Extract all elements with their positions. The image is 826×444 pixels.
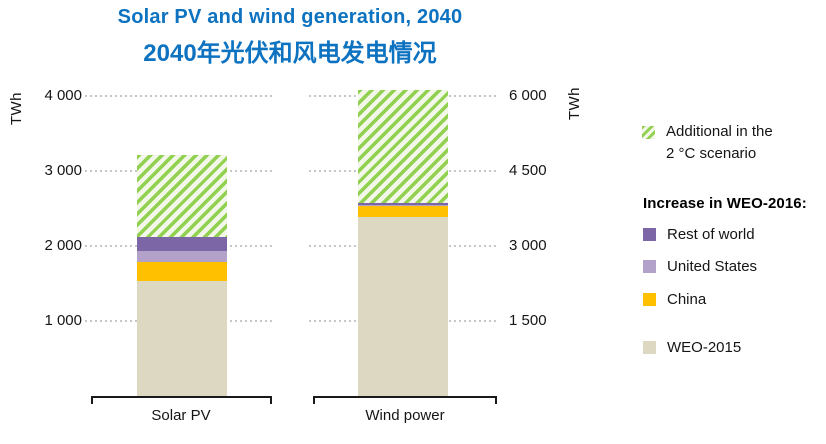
- solar-axis-bracket: [91, 396, 272, 404]
- category-label-wind-power: Wind power: [365, 407, 445, 424]
- wind-power-bar: [358, 89, 448, 396]
- left-axis-tick-4000: 4 000: [44, 87, 82, 104]
- legend-swatch-china: [643, 292, 656, 306]
- legend-swatch-weo-2015: [643, 340, 656, 354]
- left-axis-tick-3000: 3 000: [44, 162, 82, 179]
- left-axis-tick-1000: 1 000: [44, 312, 82, 329]
- bar-segment-united-states: [137, 251, 227, 262]
- bar-segment-rest-of-world: [358, 202, 448, 205]
- chart-title: Solar PV and wind generation, 2040: [117, 6, 463, 28]
- left-axis-unit-label: TWh: [8, 92, 25, 126]
- legend-label-additional-line1: Additional in the: [666, 123, 773, 140]
- bar-segment-rest-of-world: [137, 237, 227, 252]
- chart-subtitle-chinese: 2040年光伏和风电发电情况: [143, 40, 437, 67]
- left-axis-tick-2000: 2 000: [44, 237, 82, 254]
- right-axis-tick-6000: 6 000: [509, 87, 547, 104]
- legend-swatch-united-states: [643, 259, 656, 273]
- legend-label-weo-2015: WEO-2015: [667, 338, 742, 356]
- legend-label-additional-line2: 2 °C scenario: [666, 145, 757, 162]
- legend-swatch-additional-2c: [642, 126, 655, 139]
- legend-item-weo-2015: WEO-2015: [643, 338, 742, 356]
- right-axis-tick-1500: 1 500: [509, 312, 547, 329]
- bar-segment-additional-in-the-2-c-scenario: [358, 89, 448, 203]
- legend-label-additional-2c: Additional in the 2 °C scenario: [666, 121, 773, 165]
- bar-segment-additional-in-the-2-c-scenario: [137, 154, 227, 237]
- legend-header-increase-weo2016: Increase in WEO-2016:: [643, 195, 807, 212]
- chart-title-block: Solar PV and wind generation, 2040 2040年…: [0, 6, 580, 68]
- category-label-solar-pv: Solar PV: [151, 407, 211, 424]
- bar-segment-weo-2015: [137, 280, 227, 396]
- bar-segment-weo-2015: [358, 217, 448, 396]
- bar-segment-china: [358, 206, 448, 217]
- solar-pv-bar: [137, 154, 227, 396]
- legend-label-china: China: [667, 290, 707, 308]
- legend-label-united-states: United States: [667, 257, 758, 275]
- legend-swatch-rest-of-world: [643, 227, 656, 241]
- bar-segment-china: [137, 261, 227, 281]
- legend-item-china: China: [643, 290, 707, 308]
- right-axis-tick-4500: 4 500: [509, 162, 547, 179]
- legend-item-united-states: United States: [643, 257, 758, 275]
- legend-label-rest-of-world: Rest of world: [667, 225, 755, 243]
- wind-axis-bracket: [313, 396, 497, 404]
- right-axis-tick-3000: 3 000: [509, 237, 547, 254]
- legend-item-rest-of-world: Rest of world: [643, 225, 755, 243]
- bar-segment-united-states: [358, 205, 448, 206]
- gridline: [85, 95, 272, 97]
